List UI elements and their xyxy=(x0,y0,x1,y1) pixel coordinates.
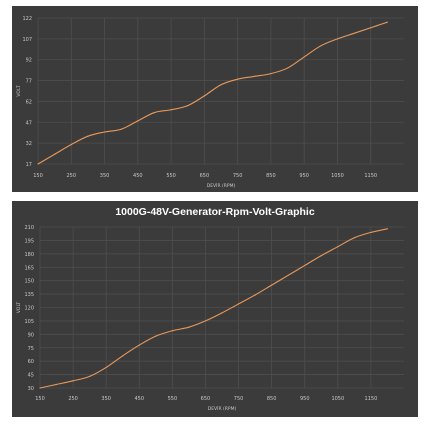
x-tick-label: 750 xyxy=(234,396,244,402)
x-axis-label: DEVİR (RPM) xyxy=(208,405,237,412)
data-point xyxy=(370,27,372,29)
data-point xyxy=(171,330,173,332)
x-tick-label: 450 xyxy=(134,396,144,402)
data-point xyxy=(237,303,240,305)
x-tick-label: 150 xyxy=(35,396,45,402)
y-tick-label: 45 xyxy=(28,373,34,379)
data-point xyxy=(253,75,255,77)
data-point xyxy=(337,246,339,248)
y-tick-label: 92 xyxy=(26,58,32,64)
x-tick-label: 650 xyxy=(200,173,210,179)
chart-title: 1000G-48V-Generator-Rpm-Volt-Graphic xyxy=(115,206,315,218)
x-tick-label: 750 xyxy=(233,173,243,179)
rpm-volt-chart-top: 17 32 47 62 77 92 107 122 150 250 350 450 550 650 750 8… xyxy=(16,16,404,189)
x-tick-label: 1150 xyxy=(364,173,377,179)
y-axis-label: VOLT xyxy=(16,85,22,96)
data-point xyxy=(153,111,156,114)
data-point xyxy=(271,284,273,286)
x-tick-label: 950 xyxy=(300,396,310,402)
data-point xyxy=(336,38,339,40)
data-point xyxy=(286,67,289,69)
data-point xyxy=(287,274,289,276)
y-tick-label: 77 xyxy=(26,79,32,85)
y-tick-label: 122 xyxy=(22,16,32,22)
series-line-volt xyxy=(39,228,388,389)
data-point xyxy=(320,45,322,47)
data-point xyxy=(221,312,223,314)
x-tick-label: 950 xyxy=(299,173,309,179)
data-point xyxy=(137,120,139,122)
data-point xyxy=(220,84,222,86)
x-tick-label: 250 xyxy=(66,173,76,179)
data-point xyxy=(39,387,41,389)
x-tick-label: 650 xyxy=(201,396,211,402)
y-tick-label: 180 xyxy=(24,252,34,258)
data-point xyxy=(270,73,272,75)
data-point xyxy=(70,143,72,146)
data-point xyxy=(386,228,389,230)
series-line-volt xyxy=(37,21,388,165)
y-tick-label: 105 xyxy=(24,319,34,325)
data-point xyxy=(170,109,172,111)
x-tick-label: 450 xyxy=(133,173,143,179)
data-point xyxy=(105,366,107,369)
data-point xyxy=(386,21,388,23)
y-tick-label: 32 xyxy=(26,141,32,147)
data-point xyxy=(37,163,39,165)
x-tick-label: 250 xyxy=(68,396,78,402)
y-tick-label: 75 xyxy=(28,346,34,352)
data-point xyxy=(204,320,207,322)
data-point xyxy=(188,326,190,328)
y-tick-label: 210 xyxy=(24,225,34,231)
x-tick-label: 550 xyxy=(168,396,178,402)
data-point xyxy=(103,131,106,133)
data-point xyxy=(353,32,355,34)
chart-panel-bottom: 1000G-48V-Generator-Rpm-Volt-Graphic 30 45… xyxy=(12,201,418,417)
x-tick-label: 850 xyxy=(267,396,277,402)
x-tick-label: 350 xyxy=(101,396,111,402)
data-point xyxy=(120,128,122,130)
rpm-volt-chart-bottom: 1000G-48V-Generator-Rpm-Volt-Graphic 30 45… xyxy=(16,206,404,412)
chart-panel-top: 17 32 47 62 77 92 107 122 150 250 350 450 550 650 750 8… xyxy=(12,6,418,192)
data-point xyxy=(370,231,372,233)
data-point xyxy=(87,135,89,137)
x-tick-label: 850 xyxy=(266,173,276,179)
data-point xyxy=(353,237,355,239)
data-point xyxy=(122,355,124,357)
data-point xyxy=(254,294,256,296)
data-point xyxy=(320,255,322,257)
data-point xyxy=(303,56,305,58)
y-tick-label: 62 xyxy=(26,99,32,105)
x-tick-label: 150 xyxy=(33,173,43,179)
data-point xyxy=(54,153,56,155)
x-tick-label: 1150 xyxy=(365,396,378,402)
x-tick-label: 350 xyxy=(100,173,110,179)
data-point xyxy=(155,335,157,337)
data-point xyxy=(203,95,205,97)
data-point xyxy=(55,383,58,386)
y-tick-label: 150 xyxy=(24,279,34,285)
data-point xyxy=(72,380,74,382)
y-tick-label: 47 xyxy=(26,120,32,126)
data-point xyxy=(304,264,306,267)
data-point xyxy=(187,105,189,107)
x-axis-label: DEVİR (RPM) xyxy=(207,182,236,189)
x-tick-label: 1050 xyxy=(331,173,344,179)
x-tick-label: 1050 xyxy=(331,396,344,402)
data-point xyxy=(237,78,239,80)
y-tick-label: 17 xyxy=(26,162,32,168)
y-tick-label: 165 xyxy=(24,265,34,271)
y-tick-label: 135 xyxy=(24,292,34,298)
y-tick-label: 60 xyxy=(28,359,34,365)
y-tick-label: 30 xyxy=(28,386,34,392)
x-tick-label: 550 xyxy=(166,173,176,179)
data-point xyxy=(89,375,91,377)
y-tick-label: 107 xyxy=(22,37,32,43)
y-tick-label: 195 xyxy=(24,238,34,244)
data-point xyxy=(138,344,140,346)
y-tick-label: 90 xyxy=(28,332,34,338)
y-tick-label: 120 xyxy=(24,306,34,312)
y-axis-label: VOLT xyxy=(16,302,22,313)
